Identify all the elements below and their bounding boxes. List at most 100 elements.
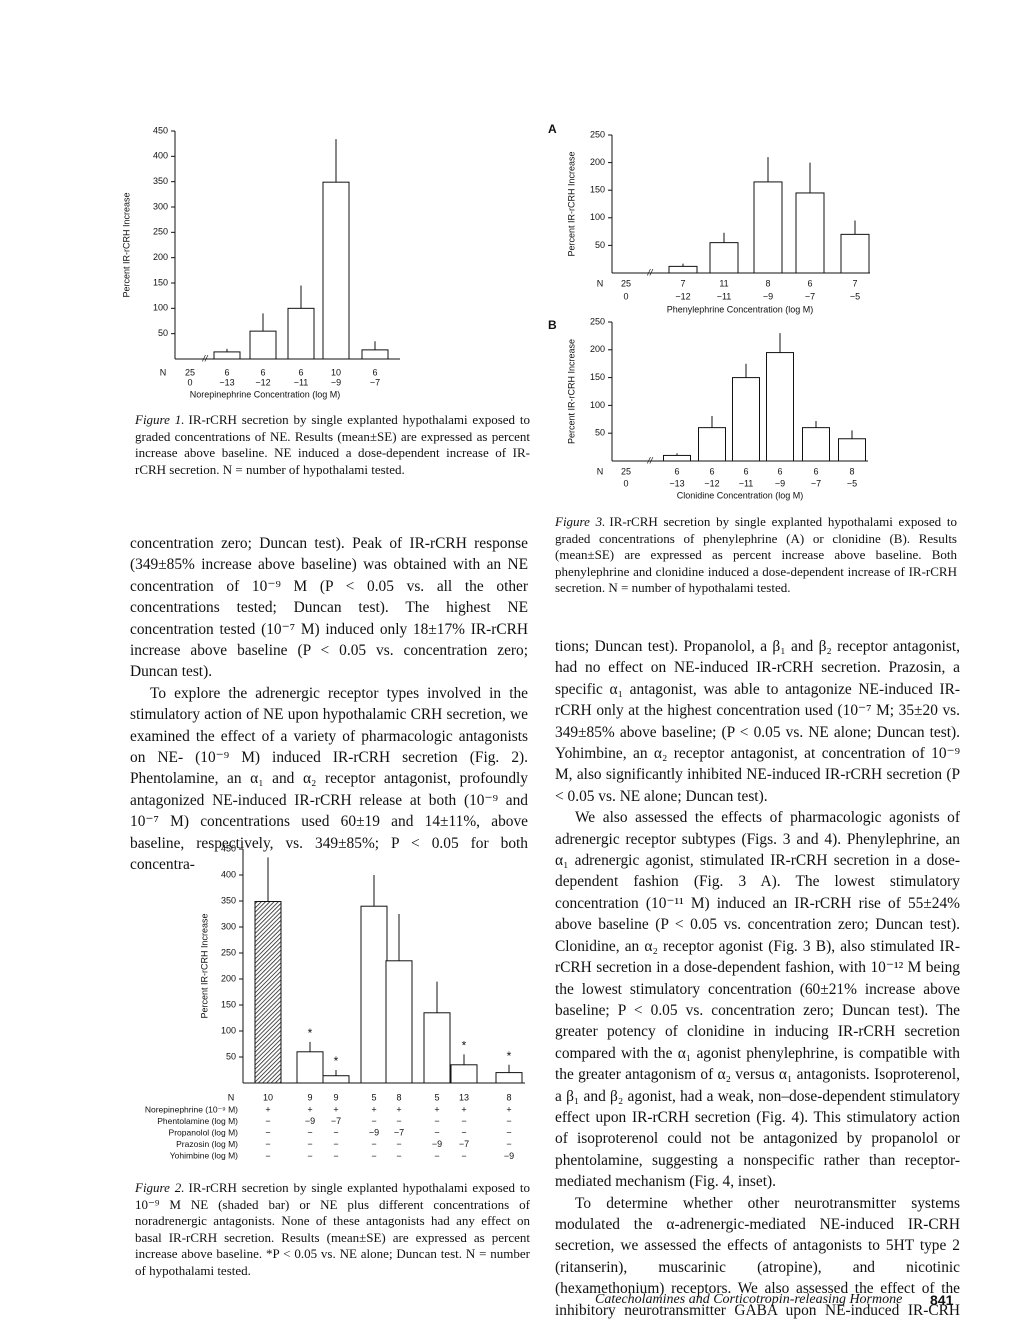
row-cell: − bbox=[396, 1139, 401, 1149]
axis-break: // bbox=[646, 267, 654, 277]
row-cell: − bbox=[506, 1128, 511, 1138]
y-tick-label: 150 bbox=[590, 185, 605, 195]
n-value: 8 bbox=[396, 1092, 401, 1102]
bar bbox=[795, 192, 825, 274]
row-cell: − bbox=[333, 1151, 338, 1161]
bar bbox=[766, 352, 794, 462]
page-number: 841 bbox=[930, 1292, 954, 1308]
y-tick-label: 50 bbox=[226, 1051, 236, 1061]
paragraph: To explore the adrenergic receptor types… bbox=[130, 684, 528, 874]
bar bbox=[698, 427, 726, 462]
row-label: Propanolol (log M) bbox=[169, 1127, 239, 1137]
significance-marker: * bbox=[334, 1054, 339, 1068]
y-tick-label: 250 bbox=[221, 947, 236, 957]
bar bbox=[361, 349, 389, 360]
bar bbox=[840, 233, 870, 274]
n-value: 7 bbox=[852, 278, 857, 288]
x-tick-label: −12 bbox=[255, 377, 270, 387]
y-tick-label: 450 bbox=[153, 125, 168, 135]
bar bbox=[732, 377, 760, 462]
x-tick-label: −12 bbox=[704, 478, 719, 488]
y-axis-label: Percent IR-rCRH Increase bbox=[121, 192, 131, 297]
row-cell: + bbox=[434, 1104, 439, 1114]
significance-marker: * bbox=[507, 1049, 512, 1063]
caption-text: IR-rCRH secretion by single explanted hy… bbox=[555, 514, 957, 596]
n-value: 25 bbox=[621, 466, 631, 476]
row-label: Prazosin (log M) bbox=[176, 1139, 238, 1149]
y-tick-label: 50 bbox=[595, 428, 605, 438]
y-axis-label: Percent IR-rCRH Increase bbox=[566, 339, 576, 444]
x-axis-label: Phenylephrine Concentration (log M) bbox=[667, 304, 814, 314]
y-tick-label: 400 bbox=[221, 869, 236, 879]
row-cell: + bbox=[265, 1104, 270, 1114]
row-cell: −7 bbox=[459, 1139, 469, 1149]
n-value: 6 bbox=[709, 466, 714, 476]
row-cell: − bbox=[333, 1128, 338, 1138]
row-cell: + bbox=[371, 1104, 376, 1114]
x-tick-label: −11 bbox=[739, 478, 754, 488]
y-tick-label: 150 bbox=[221, 999, 236, 1009]
row-cell: − bbox=[371, 1139, 376, 1149]
bar bbox=[287, 307, 315, 360]
right-column: tions; Duncan test). Propanolol, a β₁ an… bbox=[555, 636, 960, 1320]
caption-text: IR-rCRH secretion by single explanted hy… bbox=[135, 412, 530, 477]
axis-break: // bbox=[201, 353, 209, 363]
figure-2-caption: Figure 2. IR-rCRH secretion by single exp… bbox=[135, 1180, 530, 1280]
y-tick-label: 50 bbox=[158, 328, 168, 338]
n-value: 10 bbox=[331, 367, 341, 377]
bar bbox=[296, 1051, 324, 1084]
row-cell: −9 bbox=[369, 1128, 379, 1138]
n-label: N bbox=[597, 466, 604, 476]
n-value: 8 bbox=[849, 466, 854, 476]
x-tick-label: −9 bbox=[763, 291, 773, 301]
row-cell: − bbox=[434, 1128, 439, 1138]
row-cell: −9 bbox=[504, 1151, 514, 1161]
n-value: 25 bbox=[621, 278, 631, 288]
row-cell: − bbox=[307, 1128, 312, 1138]
paragraph: tions; Duncan test). Propanolol, a β₁ an… bbox=[555, 638, 960, 805]
x-axis-label: Norepinephrine Concentration (log M) bbox=[190, 389, 341, 399]
n-value: 5 bbox=[371, 1092, 376, 1102]
x-tick-label: −5 bbox=[850, 291, 860, 301]
paragraph: concentration zero; Duncan test). Peak o… bbox=[130, 535, 528, 681]
n-value: 11 bbox=[719, 278, 728, 288]
row-cell: − bbox=[396, 1151, 401, 1161]
x-tick-label: 0 bbox=[623, 291, 628, 301]
y-tick-label: 350 bbox=[221, 895, 236, 905]
x-tick-label: −13 bbox=[219, 377, 234, 387]
n-value: 6 bbox=[777, 466, 782, 476]
x-tick-label: −7 bbox=[370, 377, 380, 387]
n-value: 6 bbox=[807, 278, 812, 288]
x-tick-label: −12 bbox=[675, 291, 690, 301]
row-cell: −9 bbox=[432, 1139, 442, 1149]
n-value: 6 bbox=[674, 466, 679, 476]
n-value: 8 bbox=[506, 1092, 511, 1102]
y-tick-label: 100 bbox=[153, 303, 168, 313]
row-cell: + bbox=[396, 1104, 401, 1114]
n-value: 25 bbox=[185, 367, 195, 377]
y-tick-label: 50 bbox=[595, 240, 605, 250]
n-label: N bbox=[597, 278, 604, 288]
y-tick-label: 300 bbox=[153, 201, 168, 211]
x-tick-label: −9 bbox=[775, 478, 785, 488]
n-value: 13 bbox=[459, 1092, 469, 1102]
row-cell: − bbox=[434, 1116, 439, 1126]
y-axis-label: Percent IR-rCRH Increase bbox=[199, 913, 209, 1018]
bar bbox=[254, 901, 282, 1084]
bar bbox=[838, 438, 866, 462]
x-tick-label: 0 bbox=[187, 377, 192, 387]
x-tick-label: −13 bbox=[669, 478, 684, 488]
row-cell: − bbox=[333, 1139, 338, 1149]
row-cell: −7 bbox=[394, 1128, 404, 1138]
n-value: 10 bbox=[263, 1092, 273, 1102]
row-cell: − bbox=[371, 1116, 376, 1126]
row-label: Norepinephrine (10⁻⁹ M) bbox=[145, 1104, 238, 1114]
y-tick-label: 400 bbox=[153, 151, 168, 161]
row-cell: −9 bbox=[305, 1116, 315, 1126]
row-cell: − bbox=[506, 1139, 511, 1149]
row-cell: − bbox=[434, 1151, 439, 1161]
bar bbox=[322, 1075, 350, 1084]
n-value: 6 bbox=[298, 367, 303, 377]
n-value: 6 bbox=[743, 466, 748, 476]
